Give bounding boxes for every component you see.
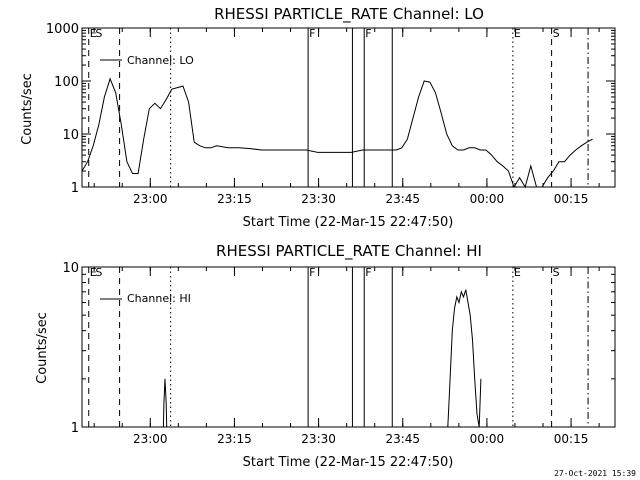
lo-plot-frame — [81, 27, 616, 188]
lo-x-tick-label: 23:45 — [385, 192, 420, 206]
hi-event-marker-label: E — [90, 266, 97, 279]
date-stamp: 27-Oct-2021 15:39 — [554, 469, 636, 478]
lo-x-tick-label: 23:30 — [301, 192, 336, 206]
lo-y-tick-label: 10 — [62, 128, 79, 143]
lo-x-axis-label: Start Time (22-Mar-15 22:47:50) — [243, 215, 454, 230]
lo-event-marker-label: E — [90, 27, 97, 40]
lo-event-marker-label: S — [553, 27, 560, 40]
hi-event-marker-label: S — [553, 266, 560, 279]
hi-chart-title: RHESSI PARTICLE_RATE Channel: HI — [216, 242, 482, 261]
hi-event-marker-label: F — [365, 266, 371, 279]
hi-x-tick-label: 00:00 — [470, 432, 505, 446]
lo-y-axis-label: Counts/sec — [20, 73, 35, 145]
lo-y-tick-label: 1000 — [46, 22, 79, 37]
hi-y-tick-label: 10 — [62, 261, 79, 276]
hi-x-tick-label: 23:15 — [217, 432, 252, 446]
lo-event-marker-label: S — [95, 27, 102, 40]
lo-event-marker-label: F — [309, 27, 315, 40]
hi-event-marker-label: E — [514, 266, 521, 279]
hi-channel-panel: RHESSI PARTICLE_RATE Channel: HI Counts/… — [35, 242, 616, 470]
hi-y-tick-label: 1 — [71, 421, 79, 436]
hi-x-tick-label: 23:30 — [301, 432, 336, 446]
lo-series-line — [81, 77, 593, 189]
hi-series-line — [162, 378, 168, 428]
lo-x-tick-label: 00:15 — [554, 192, 589, 206]
hi-x-tick-label: 00:15 — [554, 432, 589, 446]
hi-event-marker-label: F — [309, 266, 315, 279]
lo-y-tick-label: 1 — [71, 181, 79, 196]
hi-event-marker-label: S — [95, 266, 102, 279]
lo-y-tick-label: 100 — [54, 75, 79, 90]
lo-channel-panel: RHESSI PARTICLE_RATE Channel: LO Counts/… — [20, 5, 616, 230]
lo-event-marker-label: E — [514, 27, 521, 40]
lo-chart-title: RHESSI PARTICLE_RATE Channel: LO — [214, 5, 484, 24]
hi-x-tick-label: 23:45 — [385, 432, 420, 446]
lo-x-tick-label: 23:15 — [217, 192, 252, 206]
hi-plot-frame — [81, 266, 616, 428]
lo-x-tick-label: 23:00 — [133, 192, 168, 206]
lo-event-marker-label: F — [365, 27, 371, 40]
hi-x-axis-label: Start Time (22-Mar-15 22:47:50) — [243, 455, 454, 470]
hi-y-axis-label: Counts/sec — [35, 312, 50, 384]
hi-x-tick-label: 23:00 — [133, 432, 168, 446]
lo-x-tick-label: 00:00 — [470, 192, 505, 206]
lo-legend-label: Channel: LO — [127, 54, 194, 67]
hi-legend-label: Channel: HI — [127, 292, 191, 305]
hi-series-line — [447, 289, 482, 428]
